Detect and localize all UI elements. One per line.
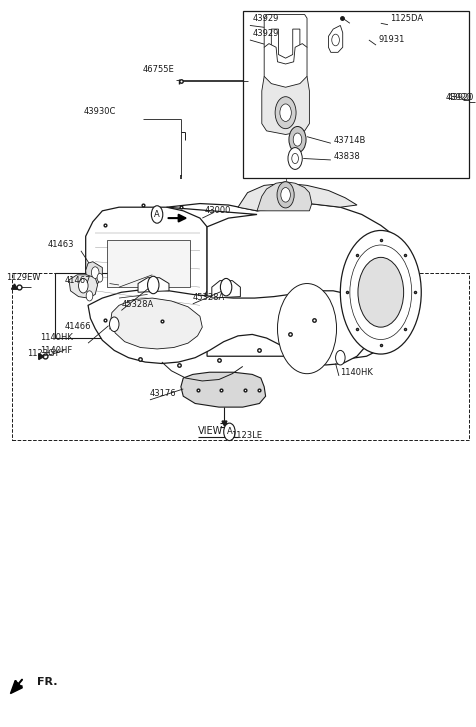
Circle shape [292,153,298,164]
Text: 91931: 91931 [378,35,405,44]
Polygon shape [167,204,416,360]
Circle shape [293,133,302,146]
Text: 41466: 41466 [64,322,91,331]
Circle shape [332,34,339,46]
Polygon shape [212,281,240,298]
Text: 43920: 43920 [447,93,474,102]
Text: 45328A: 45328A [193,293,225,302]
Text: 1129EW: 1129EW [6,273,40,282]
Text: 41467: 41467 [64,276,91,285]
Polygon shape [238,183,357,211]
Circle shape [277,182,294,208]
Polygon shape [264,15,307,58]
Circle shape [86,291,93,301]
Circle shape [91,267,99,278]
Text: 43714B: 43714B [333,137,366,145]
Polygon shape [110,298,202,349]
Circle shape [97,273,103,282]
Text: 1140HF: 1140HF [40,346,73,355]
Text: 43000: 43000 [205,206,231,215]
Circle shape [109,317,119,332]
Text: 43838: 43838 [333,153,360,161]
Text: 43929: 43929 [252,29,278,38]
Circle shape [148,276,159,294]
Circle shape [281,188,290,202]
Text: 1125DA: 1125DA [390,15,424,23]
Polygon shape [69,275,98,298]
Text: 1140HK: 1140HK [340,368,373,377]
Circle shape [224,423,235,441]
Bar [107,240,190,287]
Polygon shape [264,44,307,87]
Circle shape [275,97,296,129]
Text: FR.: FR. [37,677,58,687]
Polygon shape [86,207,207,324]
Bar [12,273,469,440]
Bar [243,11,469,178]
Polygon shape [86,262,102,285]
Circle shape [358,257,404,327]
Polygon shape [262,76,309,134]
Circle shape [288,148,302,169]
Text: 1123GY: 1123GY [27,349,60,358]
Text: 43920: 43920 [446,93,472,102]
Circle shape [151,206,163,223]
Circle shape [79,278,88,293]
Bar [55,273,155,338]
Polygon shape [181,372,266,407]
Polygon shape [138,278,169,292]
Text: 41463: 41463 [48,240,74,249]
Circle shape [350,245,412,340]
Text: 45328A: 45328A [121,300,154,309]
Circle shape [340,230,421,354]
Polygon shape [328,25,343,52]
Circle shape [220,278,232,296]
Circle shape [289,126,306,153]
Polygon shape [257,182,312,211]
Text: A: A [154,210,160,219]
Text: 43929: 43929 [252,15,278,23]
Text: 43176: 43176 [150,390,177,398]
Text: A: A [227,427,232,436]
Text: 1123LE: 1123LE [231,431,262,440]
Text: 43930C: 43930C [83,108,116,116]
Polygon shape [10,680,22,694]
Text: 46755E: 46755E [143,65,175,74]
Circle shape [336,350,345,365]
Circle shape [280,104,291,121]
Polygon shape [88,289,371,365]
Circle shape [278,284,337,374]
Text: VIEW: VIEW [198,426,223,436]
Text: 1140HK: 1140HK [40,333,73,342]
